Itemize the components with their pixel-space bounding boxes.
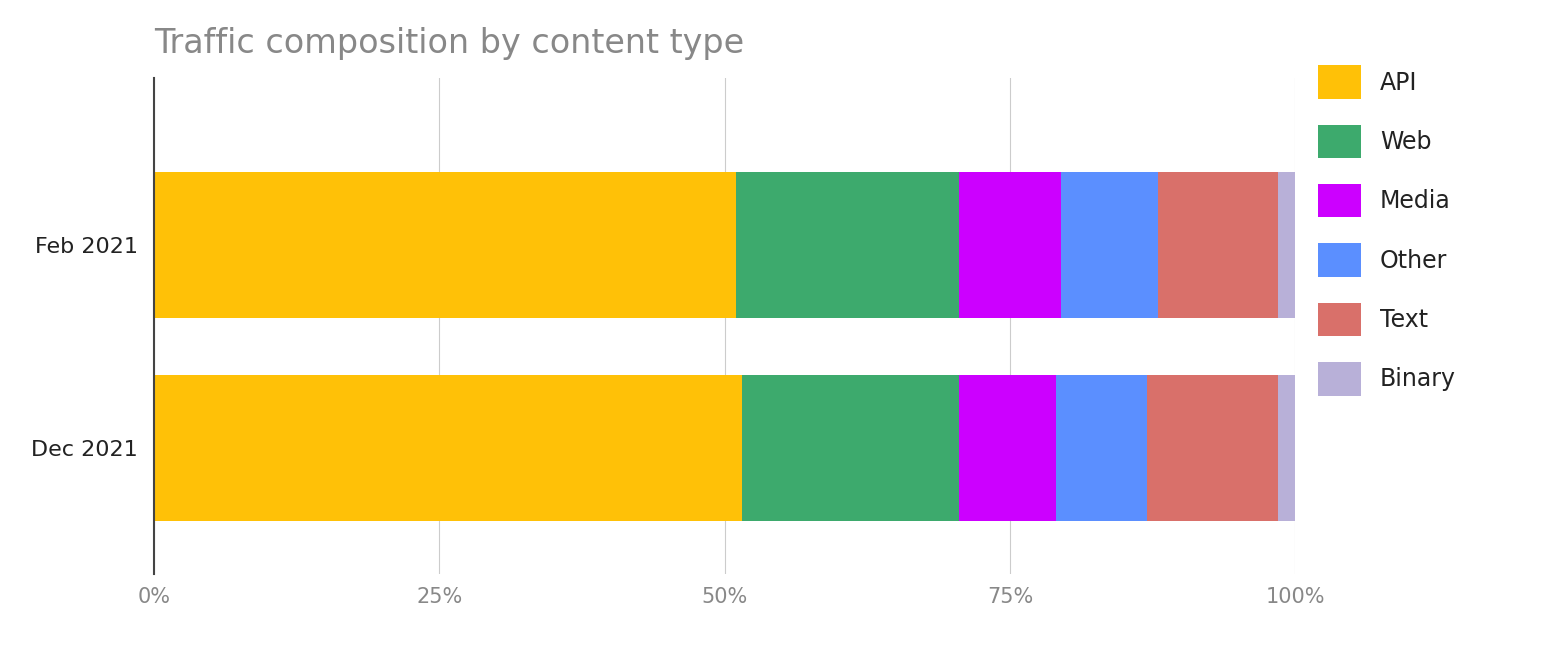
Bar: [959, 171, 1061, 318]
Bar: [1158, 171, 1278, 318]
Bar: [154, 375, 742, 521]
Bar: [154, 171, 736, 318]
Bar: [742, 375, 959, 521]
Bar: [959, 375, 1056, 521]
Text: Traffic composition by content type: Traffic composition by content type: [154, 27, 745, 60]
Bar: [1056, 375, 1147, 521]
Bar: [1147, 375, 1278, 521]
Legend: API, Web, Media, Other, Text, Binary: API, Web, Media, Other, Text, Binary: [1318, 65, 1456, 396]
Bar: [1278, 375, 1295, 521]
Bar: [1278, 171, 1295, 318]
Bar: [1061, 171, 1158, 318]
Bar: [736, 171, 959, 318]
